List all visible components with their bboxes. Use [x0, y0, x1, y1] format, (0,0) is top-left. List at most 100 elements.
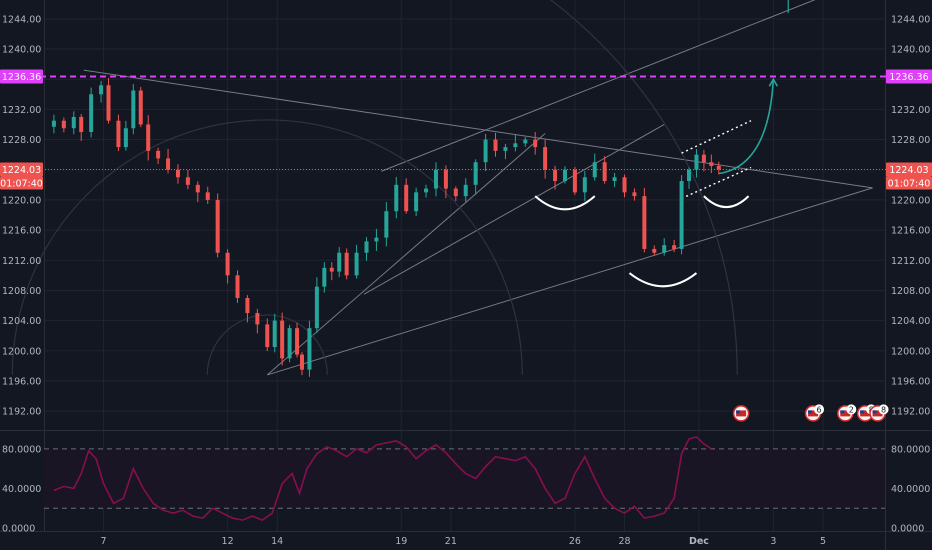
time-tick-label: 19: [395, 536, 407, 547]
flag-canton: [860, 410, 865, 414]
event-flag[interactable]: [732, 405, 750, 422]
candle-body: [195, 184, 200, 193]
price-overlays: [0, 75, 932, 171]
candle-body: [337, 252, 342, 272]
oscillator-tick-right: 80.0000: [891, 444, 930, 455]
candle-body: [106, 85, 111, 121]
candle-body: [225, 252, 230, 276]
candle-body: [424, 188, 429, 193]
channel-line: [363, 124, 665, 295]
time-tick-label: 28: [618, 536, 630, 547]
price-tick-right: 1228.00: [891, 135, 930, 146]
oscillator-tick-left: 0.0000: [2, 524, 35, 535]
price-tick-left: 1204.00: [2, 316, 41, 327]
candle-body: [295, 328, 300, 355]
candle-body: [314, 286, 319, 329]
magenta-price-tag-right-bg: [886, 69, 932, 84]
candle-body: [493, 139, 498, 151]
candle-body: [453, 188, 458, 197]
price-tick-left: 1196.00: [2, 376, 41, 387]
countdown-tag-right: 01:07:40: [888, 179, 931, 190]
candle-body: [374, 237, 379, 242]
fib-arc-small: [206, 314, 328, 375]
event-count: 6: [817, 405, 822, 414]
time-tick-label: 14: [271, 536, 283, 547]
candle-body: [632, 192, 637, 197]
candle-body: [572, 169, 577, 193]
candle-body: [672, 245, 677, 249]
candle-body: [694, 154, 699, 170]
event-flag-group[interactable]: 6: [804, 404, 825, 422]
oscillator-tick-left: 80.0000: [2, 444, 41, 455]
flag-stripes: [736, 410, 747, 417]
price-tick-right: 1212.00: [891, 256, 930, 267]
flag-stripes: [860, 410, 871, 417]
candle-body: [687, 169, 692, 182]
time-tick-label: 12: [222, 536, 234, 547]
candle-body: [272, 320, 277, 348]
candle-body: [503, 147, 508, 151]
price-tick-right: 1244.00: [891, 14, 930, 25]
candle-body: [329, 267, 334, 272]
price-tick-left: 1216.00: [2, 226, 41, 237]
flag-canton: [736, 410, 741, 414]
candle-body: [322, 267, 327, 287]
oscillator-pane: [44, 436, 885, 522]
candle-body: [265, 324, 270, 348]
magenta-price-tag-left: 1236.36: [2, 72, 41, 83]
candle-body: [553, 169, 558, 182]
left-shoulder-curve: [534, 195, 596, 211]
candle-body: [473, 162, 478, 185]
candle-body: [414, 192, 419, 212]
current-price-tag-right-bg: [886, 162, 932, 177]
fib-arc-medium: [11, 119, 523, 375]
price-tick-left: 1200.00: [2, 346, 41, 357]
price-tick-right: 1200.00: [891, 346, 930, 357]
candle-body: [533, 139, 538, 148]
flag-stripes: [840, 410, 851, 417]
oscillator-tick-right: 40.0000: [891, 484, 930, 495]
price-tick-right: 1216.00: [891, 226, 930, 237]
flag-stripes: [808, 410, 819, 417]
price-tick-right: 1208.00: [891, 286, 930, 297]
candle-body: [642, 196, 647, 249]
candle-body: [280, 320, 285, 359]
right-shoulder-curve: [703, 195, 750, 209]
descending-trend-line: [83, 69, 873, 189]
candle-body: [364, 241, 369, 253]
candle-body: [131, 90, 136, 129]
countdown-tag-left: 01:07:40: [0, 179, 43, 190]
time-axis[interactable]: 7 12 14 19 21 26 28 Dec 3 5: [101, 536, 826, 547]
price-tick-left: 1228.00: [2, 135, 41, 146]
flag-canton: [840, 410, 845, 414]
candle-body: [287, 328, 292, 359]
candle-body: [513, 143, 518, 148]
candle-body: [701, 154, 706, 163]
projection-arrow: [718, 79, 775, 175]
candle-body: [622, 177, 627, 193]
ascending-trend-line: [267, 187, 873, 376]
oscillator-tick-left: 40.0000: [2, 484, 41, 495]
time-tick-label: 3: [770, 536, 776, 547]
candle-body: [384, 211, 389, 238]
event-flag-group[interactable]: 2: [837, 404, 857, 422]
candle-body: [433, 169, 438, 189]
price-tick-right: 1232.00: [891, 105, 930, 116]
candle-body: [543, 147, 548, 170]
candle-body: [523, 139, 528, 144]
current-price-tag-left-bg: [0, 162, 43, 177]
event-count-badge: [846, 404, 857, 415]
candle-body: [146, 124, 151, 151]
candle-body: [235, 275, 240, 298]
candle-body: [716, 165, 721, 170]
channel-line: [381, 0, 816, 172]
countdown-tag-left-bg: [0, 176, 43, 190]
price-tick-right: 1192.00: [891, 407, 930, 418]
event-count: 8: [881, 405, 886, 414]
event-flags[interactable]: 6288: [732, 404, 889, 422]
candle-body: [185, 177, 190, 185]
event-count-badge: [878, 404, 889, 415]
event-flag-group[interactable]: 8: [869, 404, 889, 422]
candle-body: [307, 328, 312, 370]
